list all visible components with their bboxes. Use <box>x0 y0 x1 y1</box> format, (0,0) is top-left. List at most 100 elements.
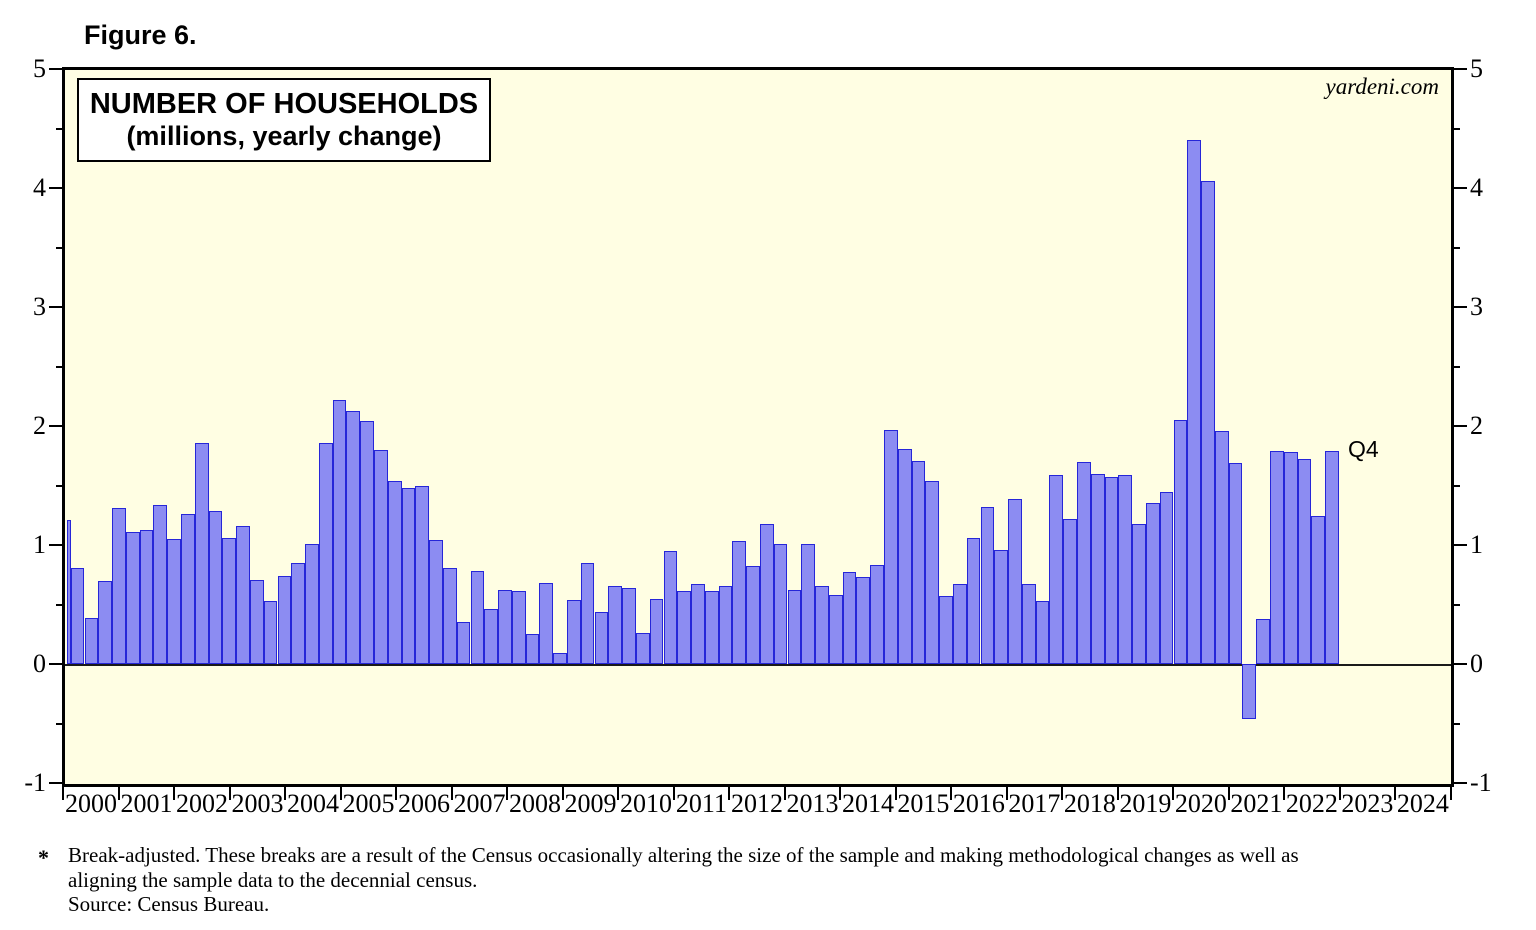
y-axis-minor-tick <box>56 246 63 249</box>
bar <box>1063 518 1077 664</box>
bar <box>484 609 499 664</box>
bar <box>318 442 333 664</box>
bar <box>635 633 650 664</box>
last-bar-label: Q4 <box>1348 436 1379 462</box>
x-axis-year-label: 2015 <box>897 789 950 818</box>
y-axis-tick <box>1453 544 1467 546</box>
bar <box>332 399 347 664</box>
y-axis-minor-tick <box>56 127 63 130</box>
y-axis-label: 3 <box>1470 292 1483 321</box>
y-axis-label: 4 <box>1470 173 1483 202</box>
y-axis-minor-tick <box>1453 127 1460 130</box>
bar <box>622 587 636 664</box>
x-axis-tick <box>284 787 287 800</box>
bar <box>732 541 747 664</box>
x-axis-year-label: 2006 <box>397 789 450 818</box>
bar <box>401 487 416 664</box>
bar <box>470 571 485 664</box>
bar <box>870 565 884 664</box>
x-axis-tick <box>1449 787 1452 800</box>
y-axis-minor-tick <box>1453 603 1460 606</box>
bar <box>236 526 250 664</box>
bar <box>1021 584 1036 664</box>
y-axis-minor-tick <box>56 603 63 606</box>
x-axis-year-label: 2007 <box>453 789 506 818</box>
bar <box>1035 600 1050 664</box>
y-axis-minor-tick <box>1453 722 1460 725</box>
y-axis-tick <box>49 425 63 427</box>
bar <box>677 591 691 664</box>
bar <box>112 508 126 664</box>
x-axis-tick <box>672 787 675 800</box>
y-axis-tick <box>1453 425 1467 427</box>
x-axis-year-label: 2021 <box>1230 789 1283 818</box>
x-axis-tick <box>1061 787 1064 800</box>
y-axis-tick <box>49 663 63 665</box>
x-axis-year-label: 2001 <box>120 789 173 818</box>
bar <box>1242 664 1257 719</box>
x-axis-tick <box>783 787 786 800</box>
plot-area: NUMBER OF HOUSEHOLDS (millions, yearly c… <box>62 67 1454 787</box>
y-axis-minor-tick <box>56 365 63 368</box>
x-axis-year-label: 2003 <box>231 789 284 818</box>
bar <box>1090 473 1105 664</box>
x-axis-year-label: 2010 <box>619 789 672 818</box>
y-axis-minor-tick <box>56 484 63 487</box>
y-axis-label: 3 <box>33 292 46 321</box>
y-axis-tick <box>1453 782 1467 784</box>
y-axis-tick <box>49 187 63 189</box>
bar <box>70 567 85 664</box>
footnote-line: aligning the sample data to the decennia… <box>68 867 478 892</box>
x-axis-tick <box>339 787 342 800</box>
bar <box>153 504 168 664</box>
x-axis-tick <box>1005 787 1008 800</box>
bar <box>305 543 319 664</box>
bar <box>291 562 306 664</box>
bar <box>98 580 113 664</box>
y-axis-tick <box>49 306 63 308</box>
x-axis-tick <box>839 787 842 800</box>
x-axis-tick <box>561 787 564 800</box>
chart-title: NUMBER OF HOUSEHOLDS <box>89 87 479 120</box>
x-axis-year-label: 2017 <box>1008 789 1061 818</box>
x-axis-tick <box>395 787 398 800</box>
bar <box>911 460 926 664</box>
x-axis-tick <box>450 787 453 800</box>
y-axis-minor-tick <box>56 722 63 725</box>
zero-axis-line <box>65 664 1451 666</box>
bar <box>1297 459 1312 664</box>
y-axis-minor-tick <box>1453 365 1460 368</box>
x-axis-year-label: 2023 <box>1341 789 1394 818</box>
bar <box>429 540 443 664</box>
bar <box>1104 477 1119 664</box>
y-axis-label: 5 <box>1470 54 1483 83</box>
bar <box>263 600 278 664</box>
bar <box>415 485 430 664</box>
bar <box>181 514 195 664</box>
bar <box>649 598 664 664</box>
y-axis-label: 1 <box>1470 530 1483 559</box>
x-axis-year-label: 2019 <box>1119 789 1172 818</box>
bar <box>1214 430 1229 664</box>
figure-label: Figure 6. <box>84 20 197 50</box>
y-axis-minor-tick <box>1453 246 1460 249</box>
y-axis-label: 0 <box>33 649 46 678</box>
bar <box>787 590 802 664</box>
watermark-yardeni: yardeni.com <box>1325 74 1439 99</box>
bar <box>208 510 223 664</box>
bar <box>1201 180 1215 664</box>
bar <box>374 449 388 664</box>
x-axis-tick <box>1283 787 1286 800</box>
y-axis-tick <box>49 68 63 70</box>
bar <box>1077 461 1091 664</box>
footnote-asterisk: * <box>38 845 49 870</box>
bar <box>1311 516 1326 664</box>
bar <box>746 566 760 664</box>
bar <box>194 442 209 664</box>
y-axis-label: 5 <box>33 54 46 83</box>
footnote: Break-adjusted. These breaks are a resul… <box>68 843 1488 917</box>
bar <box>553 653 567 664</box>
x-axis-tick <box>1227 787 1230 800</box>
x-axis-year-label: 2020 <box>1174 789 1227 818</box>
